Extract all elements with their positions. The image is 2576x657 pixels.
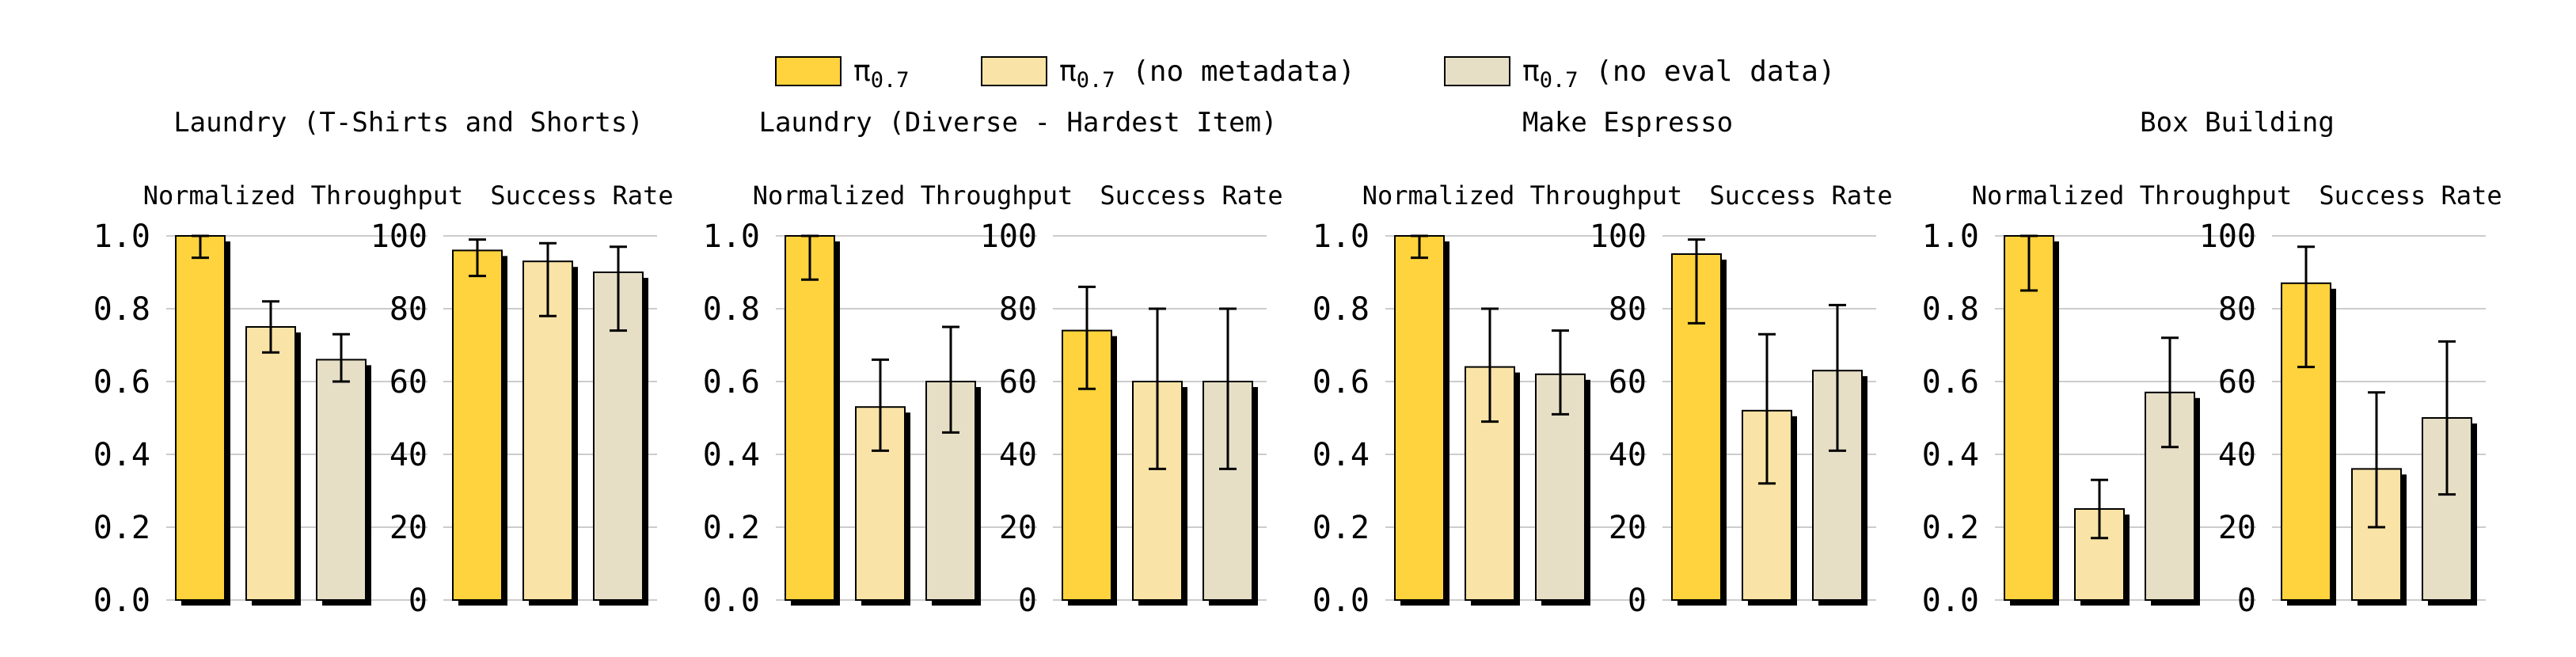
- y-tick-label: 0.6: [1313, 364, 1370, 401]
- y-tick-label: 0.6: [93, 364, 150, 401]
- y-tick-label: 80: [389, 291, 427, 328]
- subplot-title: Normalized Throughput: [753, 180, 1073, 211]
- y-tick-label: 1.0: [1313, 218, 1370, 255]
- legend-item-3: π0.7 (no eval data): [1444, 55, 1836, 93]
- panel-title: Make Espresso: [1522, 107, 1733, 139]
- y-tick-label: 0.8: [1922, 291, 1979, 328]
- y-tick-label: 1.0: [93, 218, 150, 255]
- success-rate-subplot: Success Rate 0 20 40 60 80 100: [980, 180, 1283, 619]
- legend-swatch: [1444, 56, 1510, 86]
- y-tick-label: 0: [1628, 583, 1647, 619]
- y-tick-label: 0.2: [703, 510, 760, 546]
- panel-2: Laundry (Diverse - Hardest Item) Normaliz…: [703, 107, 1283, 619]
- y-tick-label: 1.0: [703, 218, 760, 255]
- y-tick-label: 80: [2218, 291, 2256, 328]
- subplot-title: Normalized Throughput: [143, 180, 464, 211]
- panel-1: Laundry (T-Shirts and Shorts) Normalized …: [93, 107, 674, 619]
- bar: [316, 359, 367, 601]
- y-tick-label: 20: [1609, 510, 1647, 546]
- subplot-title: Success Rate: [1100, 180, 1282, 211]
- legend-swatch: [775, 56, 842, 86]
- legend-label: π0.7: [853, 55, 909, 93]
- panel-3: Make Espresso Normalized Throughput 0.0 0.2…: [1313, 107, 1893, 619]
- y-tick-label: 0.6: [703, 364, 760, 401]
- y-tick-label: 40: [1609, 437, 1647, 473]
- bar: [175, 235, 226, 601]
- y-tick-label: 40: [2218, 437, 2256, 473]
- throughput-subplot: Normalized Throughput 0.0 0.2 0.4 0.6 0.8 1.0: [703, 180, 1073, 619]
- y-tick-label: 100: [370, 218, 427, 255]
- y-tick-label: 20: [2218, 510, 2256, 546]
- y-tick-label: 0.2: [1922, 510, 1979, 546]
- subplot-title: Normalized Throughput: [1362, 180, 1683, 211]
- y-tick-label: 0: [1018, 583, 1037, 619]
- bar: [452, 249, 503, 601]
- y-tick-label: 0.0: [1313, 583, 1370, 619]
- success-rate-subplot: Success Rate 0 20 40 60 80 100: [370, 180, 674, 619]
- subplot-title: Success Rate: [1709, 180, 1892, 211]
- y-tick-label: 60: [2218, 364, 2256, 401]
- legend-label: π0.7 (no eval data): [1522, 55, 1836, 93]
- y-tick-label: 60: [389, 364, 427, 401]
- subplot-title: Success Rate: [2319, 180, 2502, 211]
- y-tick-label: 1.0: [1922, 218, 1979, 255]
- y-tick-label: 0.4: [93, 437, 150, 473]
- throughput-subplot: Normalized Throughput 0.0 0.2 0.4 0.6 0.8 1.0: [1313, 180, 1683, 619]
- y-tick-label: 100: [980, 218, 1037, 255]
- y-tick-label: 20: [389, 510, 427, 546]
- y-tick-label: 80: [1609, 291, 1647, 328]
- y-tick-label: 0.2: [93, 510, 150, 546]
- y-tick-label: 0.8: [93, 291, 150, 328]
- bar: [1394, 235, 1445, 601]
- panel-4: Box Building Normalized Throughput 0.0 0.2 0…: [1922, 107, 2502, 619]
- y-tick-label: 0.4: [703, 437, 760, 473]
- y-tick-label: 0: [408, 583, 427, 619]
- y-tick-label: 0.4: [1313, 437, 1370, 473]
- y-tick-label: 0.8: [1313, 291, 1370, 328]
- y-tick-label: 60: [999, 364, 1037, 401]
- bar: [2004, 235, 2054, 601]
- y-tick-label: 0: [2237, 583, 2256, 619]
- y-tick-label: 80: [999, 291, 1037, 328]
- panel-title: Box Building: [2140, 107, 2335, 139]
- panel-title: Laundry (Diverse - Hardest Item): [758, 107, 1277, 139]
- y-tick-label: 40: [389, 437, 427, 473]
- legend-item-1: π0.7: [775, 55, 909, 93]
- y-tick-label: 0.4: [1922, 437, 1979, 473]
- y-tick-label: 0.0: [93, 583, 150, 619]
- legend-label: π0.7 (no metadata): [1059, 55, 1355, 93]
- y-tick-label: 0.0: [1922, 583, 1979, 619]
- y-tick-label: 20: [999, 510, 1037, 546]
- y-tick-label: 40: [999, 437, 1037, 473]
- success-rate-subplot: Success Rate 0 20 40 60 80 100: [2199, 180, 2502, 619]
- throughput-subplot: Normalized Throughput 0.0 0.2 0.4 0.6 0.8 1.0: [93, 180, 464, 619]
- subplot-title: Normalized Throughput: [1972, 180, 2293, 211]
- y-tick-label: 0.8: [703, 291, 760, 328]
- bar: [245, 326, 296, 601]
- y-tick-label: 60: [1609, 364, 1647, 401]
- success-rate-subplot: Success Rate 0 20 40 60 80 100: [1590, 180, 1893, 619]
- legend-item-2: π0.7 (no metadata): [981, 55, 1355, 93]
- y-tick-label: 0.2: [1313, 510, 1370, 546]
- throughput-subplot: Normalized Throughput 0.0 0.2 0.4 0.6 0.8 1.0: [1922, 180, 2293, 619]
- y-tick-label: 0.6: [1922, 364, 1979, 401]
- subplot-title: Success Rate: [490, 180, 673, 211]
- panel-title: Laundry (T-Shirts and Shorts): [173, 107, 644, 139]
- legend-swatch: [981, 56, 1047, 86]
- y-tick-label: 100: [1590, 218, 1647, 255]
- y-tick-label: 100: [2199, 218, 2256, 255]
- bar: [785, 235, 835, 601]
- y-tick-label: 0.0: [703, 583, 760, 619]
